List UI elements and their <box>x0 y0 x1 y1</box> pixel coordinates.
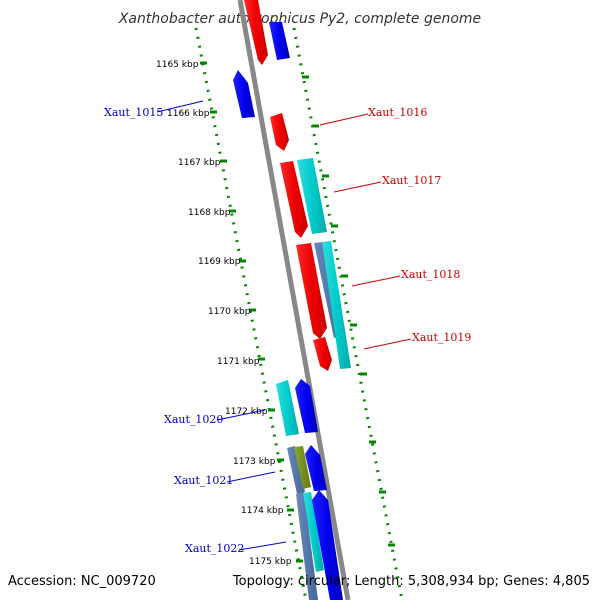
leader-line-xaut-1016 <box>319 113 369 126</box>
feature-forward-red[interactable] <box>313 337 332 371</box>
leader-line-xaut-1015 <box>156 100 204 113</box>
major-ticks-right <box>302 75 395 547</box>
feature-reverse-blue[interactable] <box>295 379 318 433</box>
features <box>233 0 351 600</box>
major-ticks <box>200 61 303 563</box>
tick-label-1175: 1175 kbp <box>249 557 292 567</box>
gene-label-xaut-1021[interactable]: Xaut_1021 <box>174 474 233 487</box>
feature-reverse-slate[interactable] <box>296 492 318 600</box>
leader-line-xaut-1022 <box>238 541 287 551</box>
gene-label-xaut-1016[interactable]: Xaut_1016 <box>368 106 427 119</box>
gene-label-xaut-1022[interactable]: Xaut_1022 <box>185 542 244 555</box>
gene-label-xaut-1015[interactable]: Xaut_1015 <box>104 106 163 119</box>
tick-label-1166: 1166 kbp <box>167 109 210 119</box>
feature-reverse-olive[interactable] <box>294 446 311 489</box>
feature-forward-cyan[interactable] <box>297 158 327 234</box>
feature-reverse-blue[interactable] <box>269 22 290 60</box>
feature-reverse-blue[interactable] <box>305 445 327 491</box>
tick-label-1171: 1171 kbp <box>217 357 260 367</box>
tick-label-1168: 1168 kbp <box>188 208 231 218</box>
tick-label-1169: 1169 kbp <box>198 257 241 267</box>
feature-reverse-cyan[interactable] <box>303 492 324 572</box>
tick-label-1173: 1173 kbp <box>233 457 276 467</box>
gene-label-xaut-1017[interactable]: Xaut_1017 <box>382 174 441 187</box>
feature-reverse-blue[interactable] <box>233 70 255 118</box>
leader-line-xaut-1021 <box>226 471 276 483</box>
tick-label-1172: 1172 kbp <box>225 407 268 417</box>
map-title: Xanthobacter autotrophicus Py2, complete… <box>118 11 481 27</box>
backbone <box>237 0 351 600</box>
gene-label-xaut-1020[interactable]: Xaut_1020 <box>164 413 223 426</box>
gene-label-xaut-1019[interactable]: Xaut_1019 <box>412 331 471 344</box>
feature-reverse-blue[interactable] <box>312 490 343 600</box>
genome-summary: Topology: circular; Length: 5,308,934 bp… <box>232 574 590 589</box>
feature-forward-red[interactable] <box>280 161 308 238</box>
leader-line-xaut-1017 <box>333 181 382 193</box>
leader-line-xaut-1019 <box>363 338 412 350</box>
feature-forward-red[interactable] <box>270 113 289 151</box>
tick-label-1174: 1174 kbp <box>241 506 284 516</box>
feature-forward-red[interactable] <box>296 243 327 339</box>
tick-label-1165: 1165 kbp <box>156 60 199 70</box>
gene-label-xaut-1018[interactable]: Xaut_1018 <box>401 268 460 281</box>
tick-label-1167: 1167 kbp <box>178 158 221 168</box>
leader-line-xaut-1018 <box>351 275 401 287</box>
leader-line-xaut-1020 <box>216 409 266 421</box>
feature-forward-cyan[interactable] <box>322 241 351 369</box>
feature-reverse-slate[interactable] <box>287 446 305 494</box>
tick-label-1170: 1170 kbp <box>208 307 251 317</box>
leader-lines <box>156 100 412 551</box>
feature-forward-red[interactable] <box>244 0 268 65</box>
accession-label: Accession: NC_009720 <box>8 574 156 589</box>
feature-reverse-cyan[interactable] <box>276 380 299 436</box>
